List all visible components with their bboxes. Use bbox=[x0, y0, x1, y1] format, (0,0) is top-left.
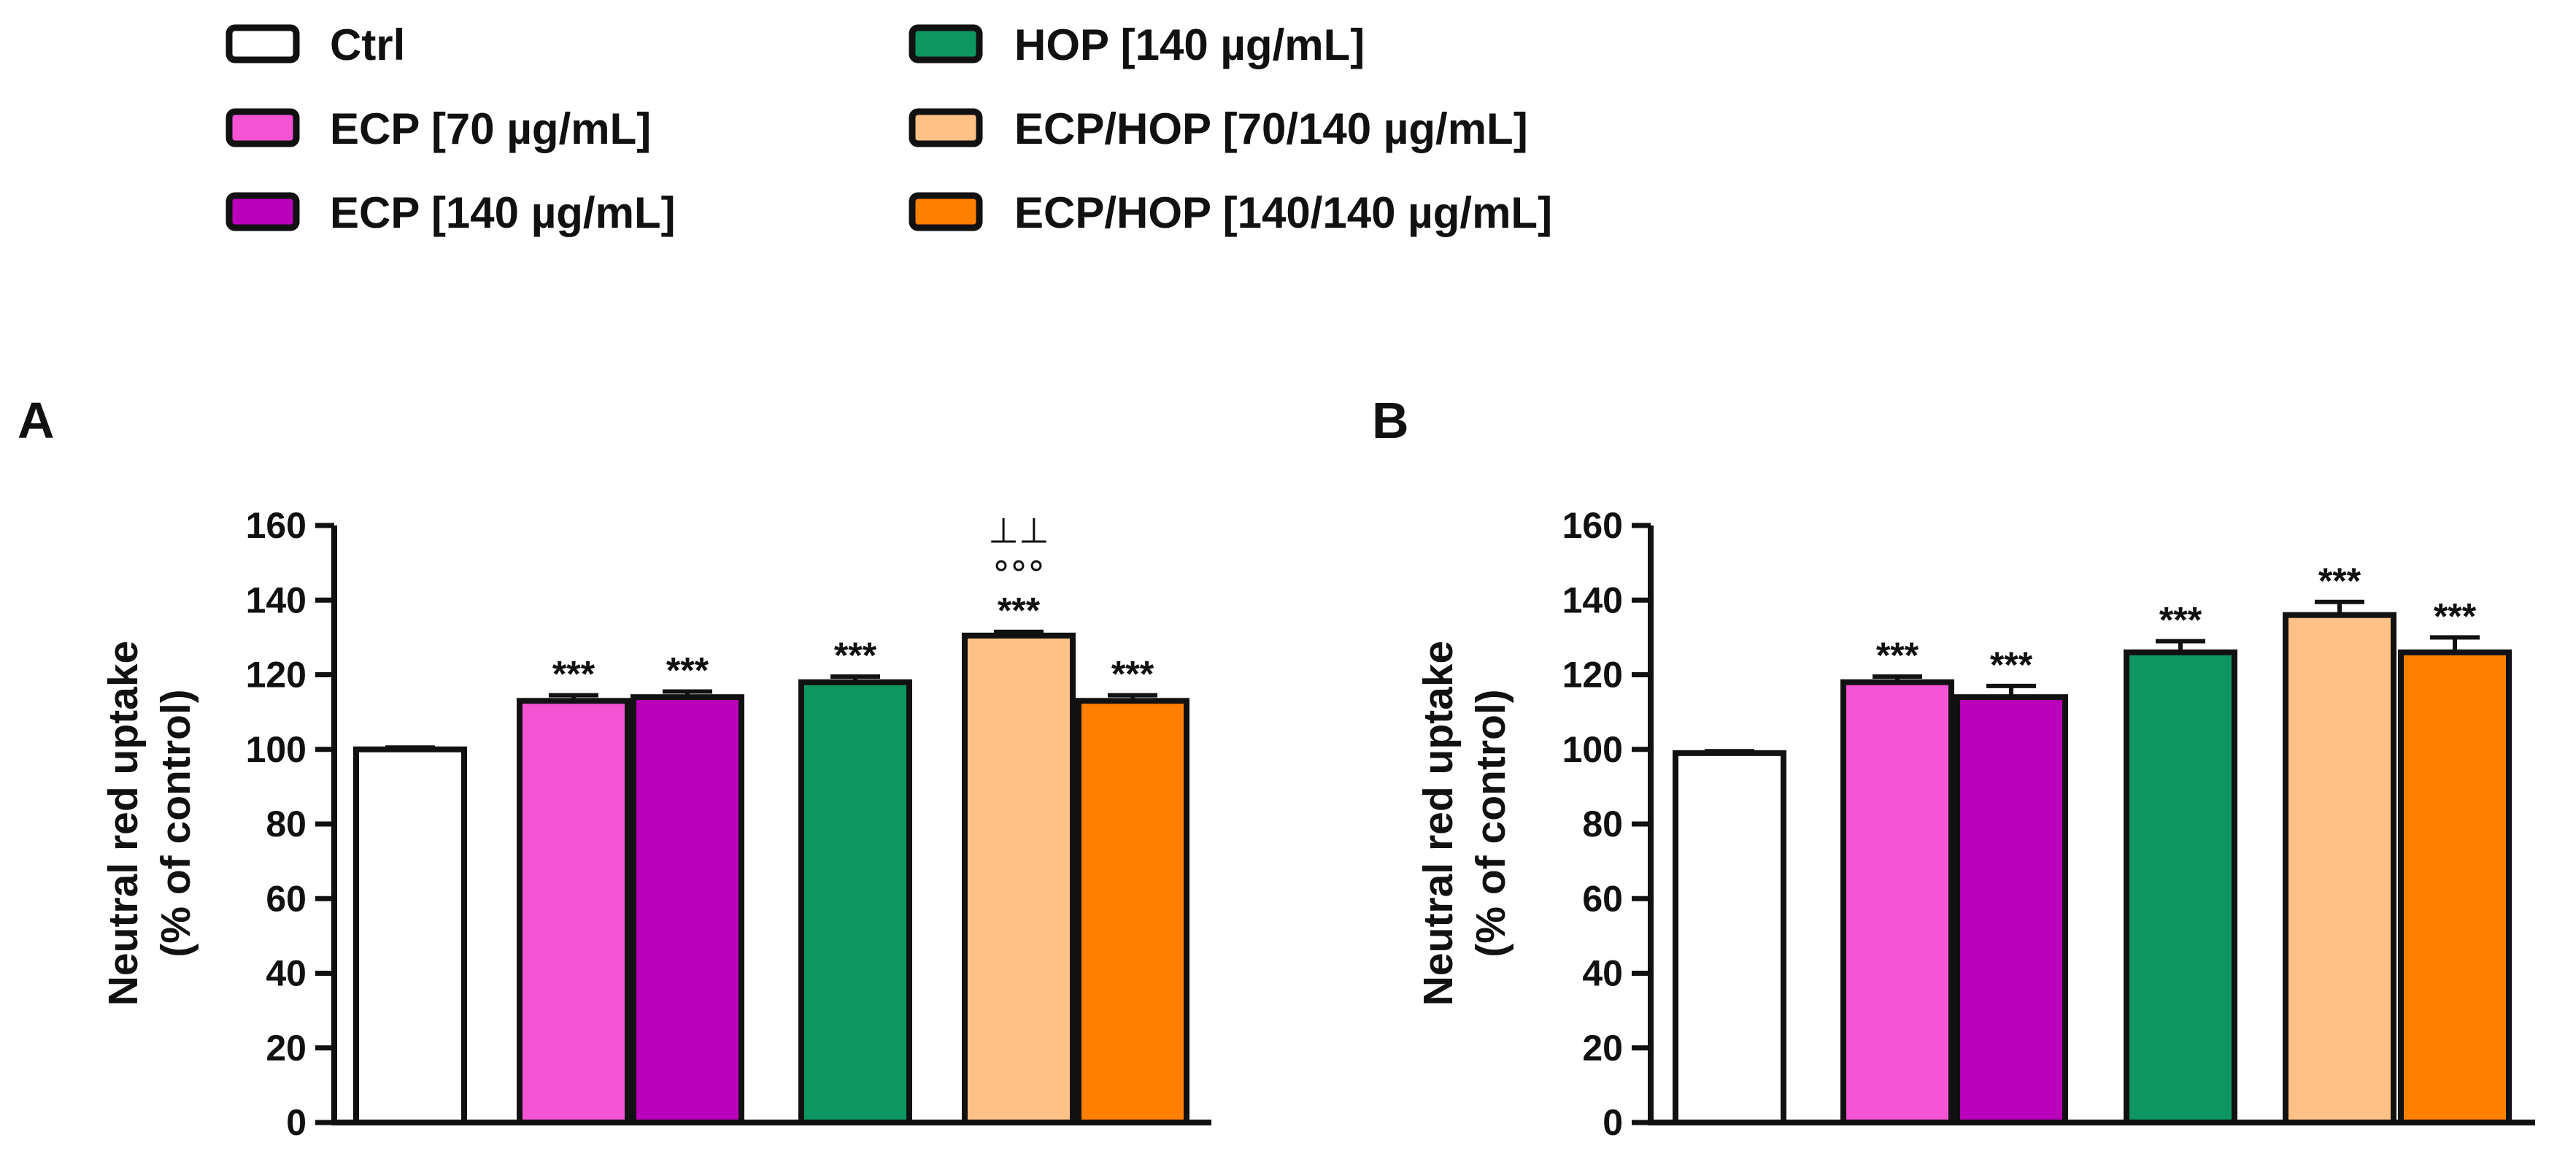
legend-label-ecp-hop-70-140: ECP/HOP [70/140 µg/mL] bbox=[1014, 104, 1528, 153]
y-tick-label-a-40: 40 bbox=[266, 953, 306, 994]
y-tick-label-b-60: 60 bbox=[1582, 878, 1623, 919]
y-tick-label-b-120: 120 bbox=[1562, 655, 1623, 696]
bar-a-2 bbox=[517, 698, 630, 1125]
legend-item-hop-140: HOP [140 µg/mL] bbox=[909, 20, 1365, 69]
y-tick-label-b-20: 20 bbox=[1582, 1028, 1623, 1068]
legend-label-hop-140: HOP [140 µg/mL] bbox=[1014, 20, 1365, 69]
y-tick-label-a-100: 100 bbox=[246, 729, 306, 770]
panel-b: B Neutral red uptake (% of control) 0 20 4… bbox=[1372, 392, 2535, 1143]
legend-swatch-ecp-70 bbox=[225, 108, 300, 147]
significance-b-3: *** bbox=[1990, 644, 2033, 685]
legend: Ctrl ECP [70 µg/mL] ECP [140 µg/mL] HOP … bbox=[225, 20, 1552, 237]
bar-a-3 bbox=[630, 694, 744, 1125]
y-axis-title-line2-a: (% of control) bbox=[153, 689, 199, 957]
bar-a-6 bbox=[1076, 698, 1189, 1125]
bar-b-2 bbox=[1840, 679, 1954, 1125]
panel-a: A Neutral red uptake (% of control) 0 20 4… bbox=[18, 392, 1211, 1143]
legend-swatch-ecp-140 bbox=[225, 192, 300, 231]
y-tick-label-b-160: 160 bbox=[1562, 505, 1623, 546]
bars-a bbox=[353, 629, 1189, 1125]
significance-b-6: *** bbox=[2434, 596, 2477, 636]
significance-a-3: *** bbox=[666, 650, 709, 691]
perp-marks-a-5: ⊥⊥ bbox=[988, 511, 1049, 552]
legend-item-ecp-140: ECP [140 µg/mL] bbox=[225, 188, 676, 237]
significance-b-5: *** bbox=[2318, 561, 2361, 601]
legend-item-ecp-hop-70-140: ECP/HOP [70/140 µg/mL] bbox=[909, 104, 1528, 153]
y-axis-title-line2-b: (% of control) bbox=[1468, 689, 1514, 957]
y-tick-label-a-120: 120 bbox=[246, 655, 306, 696]
significance-marks-a: *** *** *********°°°⊥⊥ bbox=[552, 511, 1154, 695]
legend-label-ecp-140: ECP [140 µg/mL] bbox=[330, 188, 676, 237]
bars-b bbox=[1673, 599, 2512, 1126]
legend-item-ecp-70: ECP [70 µg/mL] bbox=[225, 104, 651, 153]
y-axis-title-line1-a: Neutral red uptake bbox=[100, 641, 147, 1006]
significance-a-4: *** bbox=[834, 635, 877, 676]
bar-b-1 bbox=[1673, 750, 1786, 1126]
legend-label-ecp-70: ECP [70 µg/mL] bbox=[330, 104, 651, 153]
legend-swatch-ecp-hop-70-140 bbox=[909, 108, 983, 147]
y-ticks-b: 0 20 40 60 80 100 120 140 160 bbox=[1562, 505, 1651, 1143]
y-tick-label-a-20: 20 bbox=[266, 1028, 306, 1068]
panel-letter-a: A bbox=[18, 392, 55, 449]
significance-a-2: *** bbox=[552, 654, 595, 695]
significance-a-5: *** bbox=[998, 590, 1041, 631]
significance-b-2: *** bbox=[1876, 635, 1919, 676]
bar-a-4 bbox=[798, 679, 912, 1125]
y-ticks-a: 0 20 40 60 80 100 120 140 160 bbox=[246, 505, 334, 1143]
legend-swatch-ctrl bbox=[225, 24, 300, 63]
y-tick-label-a-160: 160 bbox=[246, 505, 306, 546]
y-tick-label-a-0: 0 bbox=[286, 1102, 306, 1143]
bar-a-5 bbox=[962, 632, 1076, 1125]
bar-b-5 bbox=[2283, 612, 2396, 1125]
y-tick-label-b-80: 80 bbox=[1582, 804, 1623, 844]
degree-marks-a-5: °°° bbox=[992, 555, 1045, 596]
bar-b-4 bbox=[2124, 649, 2237, 1125]
y-tick-label-a-80: 80 bbox=[266, 804, 306, 844]
y-axis-title-line1-b: Neutral red uptake bbox=[1415, 641, 1462, 1006]
y-tick-label-b-0: 0 bbox=[1603, 1102, 1623, 1143]
legend-item-ecp-hop-140-140: ECP/HOP [140/140 µg/mL] bbox=[909, 188, 1552, 237]
bar-b-3 bbox=[1954, 694, 2068, 1125]
y-tick-label-a-60: 60 bbox=[266, 878, 306, 919]
legend-label-ctrl: Ctrl bbox=[330, 20, 405, 69]
bar-b-6 bbox=[2398, 649, 2512, 1125]
y-tick-label-b-140: 140 bbox=[1562, 580, 1623, 620]
legend-swatch-ecp-hop-140-140 bbox=[909, 192, 983, 231]
bar-a-1 bbox=[353, 746, 467, 1125]
significance-b-4: *** bbox=[2159, 599, 2202, 640]
legend-swatch-hop-140 bbox=[909, 24, 983, 63]
legend-item-ctrl: Ctrl bbox=[225, 20, 405, 69]
y-tick-label-b-40: 40 bbox=[1582, 953, 1623, 994]
y-tick-label-a-140: 140 bbox=[246, 580, 306, 620]
y-tick-label-b-100: 100 bbox=[1562, 729, 1623, 770]
panel-letter-b: B bbox=[1372, 392, 1409, 449]
legend-label-ecp-hop-140-140: ECP/HOP [140/140 µg/mL] bbox=[1014, 188, 1552, 237]
significance-marks-b: *** *** *** *** *** bbox=[1876, 561, 2477, 685]
significance-a-6: *** bbox=[1111, 654, 1154, 695]
